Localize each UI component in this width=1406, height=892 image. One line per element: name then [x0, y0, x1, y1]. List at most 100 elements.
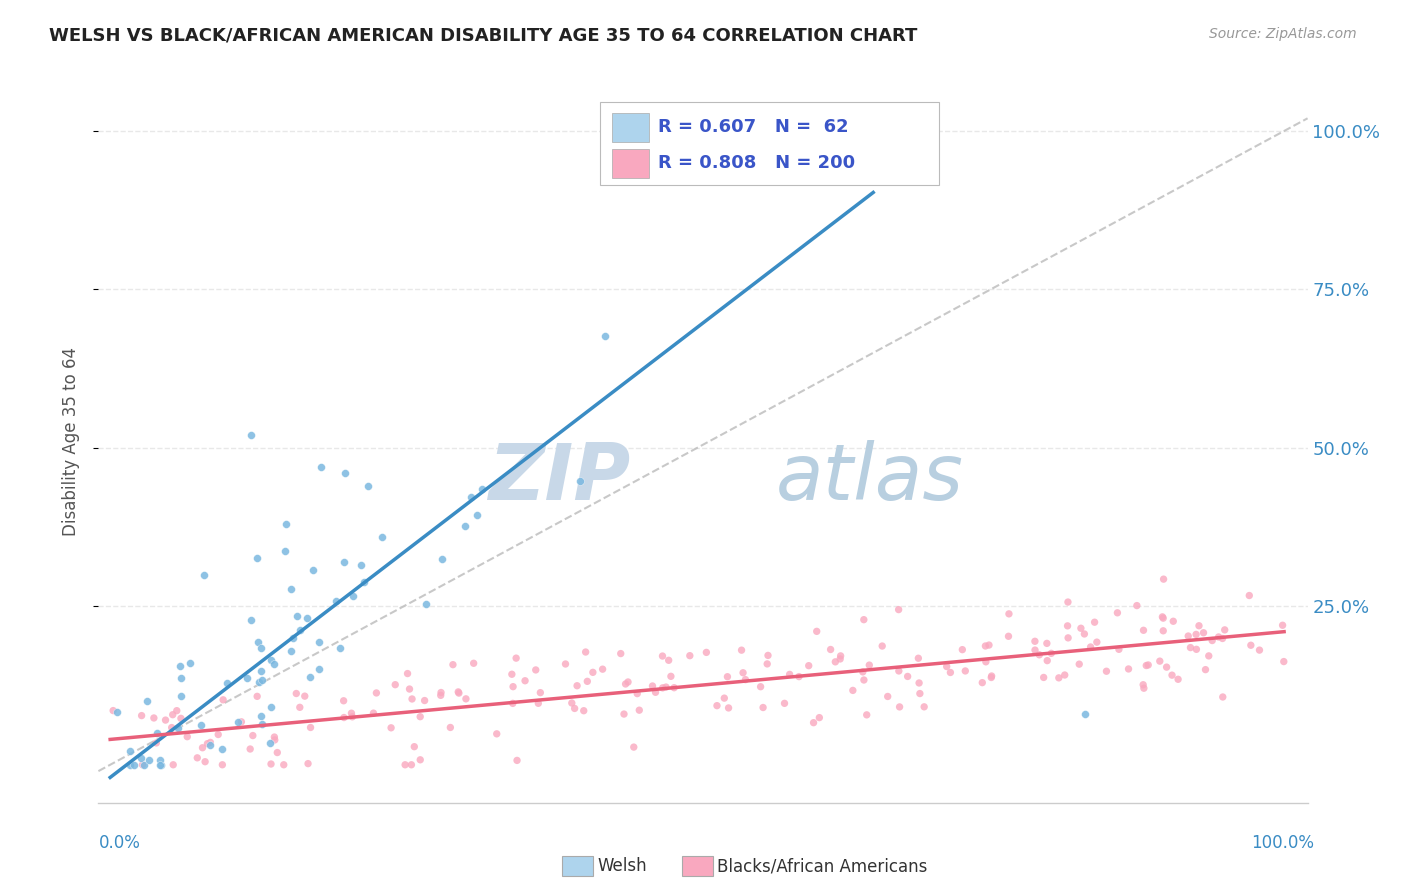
Point [593, 329, 616, 343]
Point [350, 558, 373, 573]
Text: 100.0%: 100.0% [1251, 834, 1315, 852]
Point [166, 721, 188, 735]
Point [734, 673, 756, 687]
Point [1161, 614, 1184, 628]
Point [302, 563, 325, 577]
Point [974, 655, 997, 669]
Point [404, 739, 426, 754]
Point [240, 613, 263, 627]
Point [1118, 662, 1140, 676]
Point [617, 675, 640, 690]
Point [907, 651, 929, 665]
Point [716, 670, 738, 684]
Point [803, 715, 825, 730]
Point [170, 711, 193, 725]
Point [1240, 638, 1263, 652]
Point [1024, 643, 1046, 657]
Point [974, 639, 997, 653]
Point [655, 680, 678, 694]
Point [1271, 618, 1294, 632]
Point [118, 757, 141, 772]
Point [363, 706, 385, 720]
Point [876, 690, 898, 704]
Point [166, 704, 188, 718]
Point [614, 677, 637, 691]
Point [1153, 572, 1175, 586]
Point [311, 459, 333, 474]
Point [297, 611, 319, 625]
Point [806, 624, 828, 639]
Point [501, 667, 523, 681]
Point [1069, 657, 1091, 672]
Point [280, 582, 302, 596]
Point [276, 516, 298, 531]
Point [299, 721, 322, 735]
Point [1239, 589, 1261, 603]
Point [858, 658, 880, 673]
Point [155, 713, 177, 727]
Point [246, 551, 269, 566]
Point [980, 671, 1002, 685]
Point [972, 675, 994, 690]
Point [1047, 671, 1070, 685]
Point [467, 508, 489, 522]
Point [575, 645, 598, 659]
Text: R = 0.607   N =  62: R = 0.607 N = 62 [658, 119, 849, 136]
Point [250, 708, 273, 723]
Point [413, 693, 436, 707]
Point [1084, 615, 1107, 630]
Point [240, 428, 263, 442]
Point [572, 704, 595, 718]
Text: Welsh: Welsh [598, 857, 647, 875]
Point [162, 707, 184, 722]
Point [1073, 707, 1095, 722]
Y-axis label: Disability Age 35 to 64: Disability Age 35 to 64 [62, 347, 80, 536]
Point [939, 665, 962, 680]
Point [198, 738, 221, 752]
Point [1152, 624, 1174, 638]
Point [263, 657, 285, 671]
Point [122, 757, 145, 772]
Point [281, 632, 304, 646]
Point [808, 711, 831, 725]
Text: WELSH VS BLACK/AFRICAN AMERICAN DISABILITY AGE 35 TO 64 CORRELATION CHART: WELSH VS BLACK/AFRICAN AMERICAN DISABILI… [49, 27, 918, 45]
Point [200, 735, 222, 749]
Point [651, 648, 673, 663]
Point [149, 753, 172, 767]
Point [135, 694, 157, 708]
Point [855, 707, 877, 722]
Point [260, 653, 283, 667]
Point [730, 643, 752, 657]
Point [695, 645, 717, 659]
Point [1085, 635, 1108, 649]
Point [194, 755, 217, 769]
Point [207, 727, 229, 741]
Point [447, 686, 470, 700]
Point [396, 666, 419, 681]
Point [266, 746, 288, 760]
Point [294, 689, 316, 703]
Point [569, 474, 592, 488]
Point [250, 673, 273, 687]
Point [263, 730, 285, 744]
FancyBboxPatch shape [600, 102, 939, 185]
Point [409, 753, 432, 767]
Point [432, 551, 454, 566]
Point [105, 705, 128, 719]
Point [1070, 621, 1092, 635]
Point [852, 665, 875, 679]
Bar [613, 112, 648, 142]
Point [679, 648, 702, 663]
Point [409, 709, 432, 723]
Point [138, 753, 160, 767]
Point [797, 658, 820, 673]
Point [463, 657, 485, 671]
Point [524, 663, 547, 677]
Point [129, 750, 152, 764]
Point [288, 700, 311, 714]
Point [398, 681, 420, 696]
Point [1132, 624, 1154, 638]
Point [1133, 681, 1156, 696]
Point [592, 662, 614, 676]
Point [288, 623, 311, 637]
